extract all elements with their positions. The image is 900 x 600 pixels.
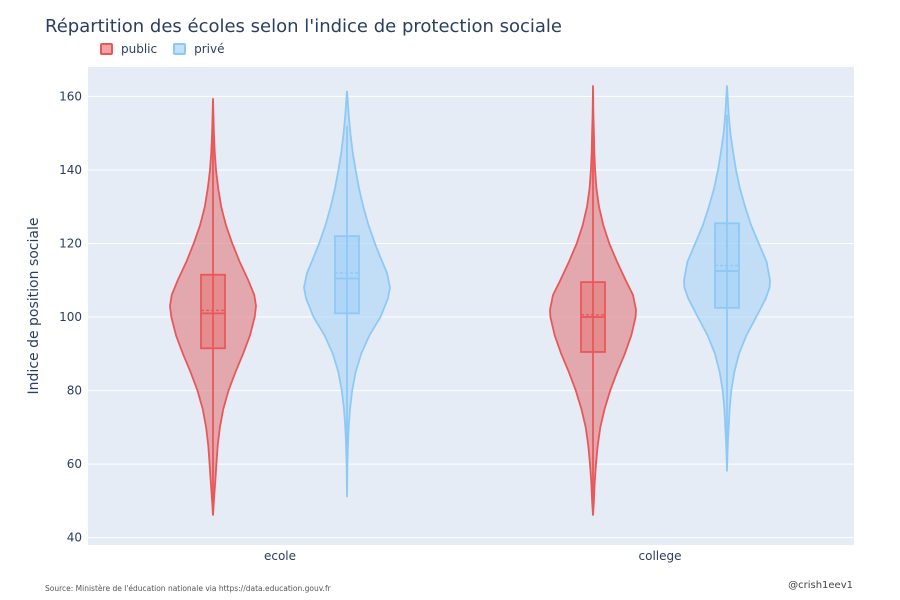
- box-public-ecole: [200, 273, 226, 350]
- violin-privé-college[interactable]: [683, 85, 771, 472]
- legend[interactable]: public privé: [100, 42, 224, 56]
- source-note: Source: Ministère de l'éducation nationa…: [45, 584, 331, 593]
- chart-title: Répartition des écoles selon l'indice de…: [45, 16, 563, 37]
- y-axis-title: Indice de position sociale: [26, 218, 42, 395]
- legend-label-public: public: [121, 42, 158, 56]
- y-tick-labels: 40 60 80 100 120 140 160: [59, 89, 82, 544]
- y-tick-label-40: 40: [67, 531, 82, 545]
- credit-handle: @crish1eev1: [788, 580, 853, 591]
- x-tick-labels: ecole college: [264, 549, 682, 563]
- violin-public-ecole[interactable]: [169, 98, 257, 516]
- legend-swatch-prive: [173, 43, 187, 55]
- y-tick-label-140: 140: [59, 163, 82, 177]
- box-privé-ecole: [334, 235, 360, 315]
- y-tick-label-100: 100: [59, 310, 82, 324]
- y-tick-label-120: 120: [59, 236, 82, 250]
- violin-public-college[interactable]: [549, 85, 637, 516]
- y-tick-label-80: 80: [67, 384, 82, 398]
- violins: [169, 85, 771, 516]
- violin-privé-ecole[interactable]: [303, 90, 391, 498]
- legend-item-public[interactable]: public: [100, 42, 157, 56]
- legend-swatch-public: [100, 43, 113, 55]
- legend-label-prive: privé: [194, 42, 225, 56]
- x-tick-label-ecole: ecole: [264, 549, 296, 563]
- x-tick-label-college: college: [639, 549, 682, 563]
- legend-item-prive[interactable]: privé: [173, 42, 224, 56]
- y-tick-label-60: 60: [67, 457, 82, 471]
- y-tick-label-160: 160: [59, 89, 82, 103]
